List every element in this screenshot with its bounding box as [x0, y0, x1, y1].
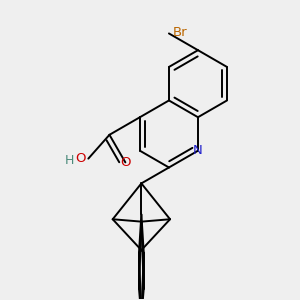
Text: O: O [120, 156, 130, 169]
Text: Br: Br [173, 26, 187, 39]
Text: O: O [75, 152, 86, 165]
Text: N: N [193, 144, 203, 157]
Text: H: H [65, 154, 74, 166]
